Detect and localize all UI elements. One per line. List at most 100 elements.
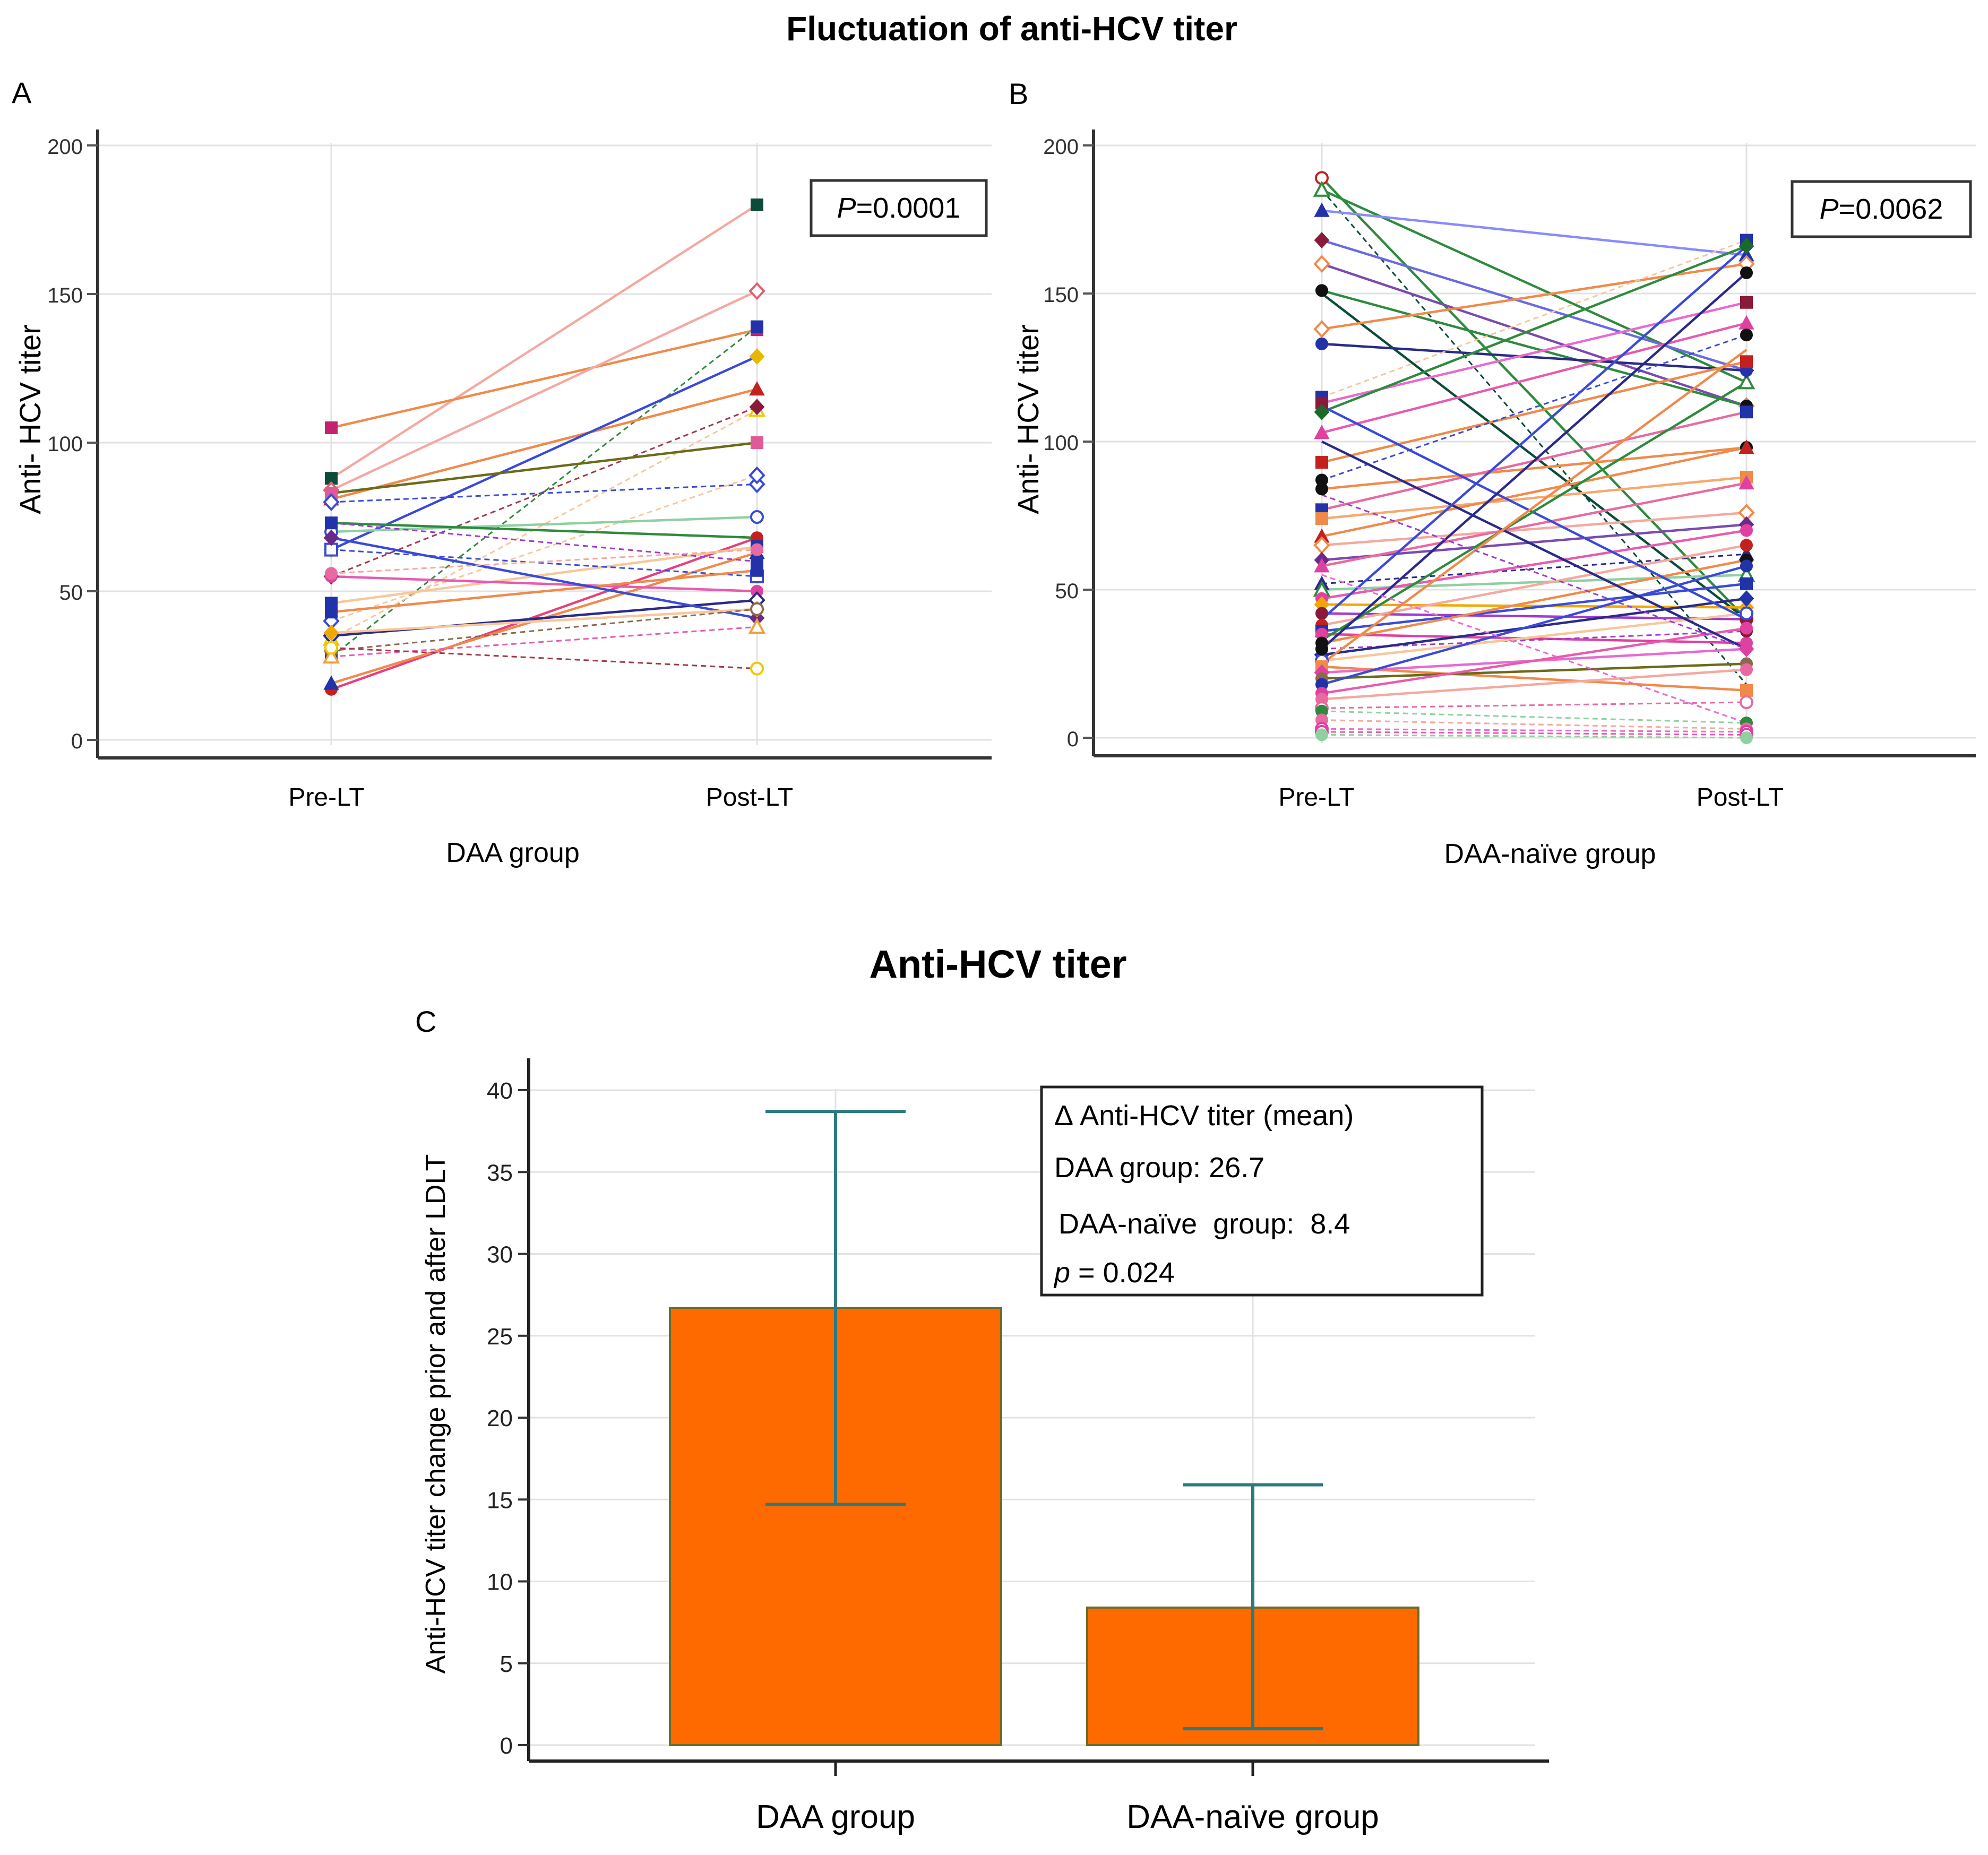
panel-a-p-value: =0.0001 [856, 192, 961, 224]
series-point-post-2 [748, 282, 765, 300]
series-line-24 [331, 626, 758, 658]
series-line-11 [331, 515, 758, 533]
series-point-post-29 [1740, 577, 1753, 590]
svg-text:P=0.0001: P=0.0001 [837, 192, 961, 224]
series-line-13 [331, 537, 758, 691]
series-point-post-14 [1740, 355, 1753, 368]
series-line-9 [1321, 342, 1747, 372]
y-tick-label: 200 [47, 135, 83, 159]
series-line-5 [1321, 263, 1747, 408]
series-line-20 [1321, 511, 1747, 547]
series-point-post-17 [1740, 405, 1753, 419]
panel-c-ylabel: Anti-HCV titer change prior and after LD… [420, 1154, 451, 1674]
series-point-post-3 [751, 320, 763, 333]
series-point-post-22 [1739, 475, 1754, 490]
y-tick-label: 150 [47, 284, 83, 307]
series-point-post-35 [1740, 684, 1753, 697]
y-tick-label: 100 [47, 433, 83, 456]
series-line-25 [331, 646, 758, 670]
series-point-post-12 [1739, 238, 1754, 255]
series-point-pre-22 [323, 624, 339, 641]
series-line-10 [331, 474, 758, 622]
series-line-33 [1321, 597, 1747, 656]
series-point-pre-24 [322, 648, 340, 664]
series-point-pre-22 [1314, 558, 1330, 573]
series-point-pre-8 [1313, 320, 1330, 338]
panel-a-chart: 0 50 100 150 200 Pre-LT Post-LT DAA group An… [13, 130, 992, 868]
series-point-post-15 [1740, 329, 1753, 342]
y-tick-label: 200 [1043, 135, 1079, 159]
panel-label-b: B [1009, 77, 1028, 110]
y-tick-label: 0 [1067, 728, 1079, 751]
legend-p-symbol: p [1053, 1257, 1070, 1289]
series-line-47 [1321, 405, 1748, 620]
y-tick-label: 25 [487, 1324, 513, 1350]
series-line-37 [1321, 662, 1747, 680]
series-line-14 [1321, 360, 1747, 464]
series-line-22 [1321, 481, 1747, 567]
series-line-50 [1321, 381, 1748, 641]
series-line-19 [331, 569, 758, 614]
series-line-21 [1321, 523, 1747, 562]
panel-b-p-value-box: P=0.0062 [1791, 180, 1972, 238]
panel-b-chart: 0 50 100 150 200 Pre-LT Post-LT DAA-naïve gr… [1011, 130, 1976, 869]
series-line-10 [1321, 239, 1747, 398]
series-point-pre-6 [1315, 284, 1328, 297]
series-point-post-46 [1740, 731, 1753, 744]
series-point-post-34 [1740, 606, 1753, 620]
figure-title-top: Fluctuation of anti-HCV titer [786, 10, 1237, 48]
series-point-pre-13 [1314, 425, 1330, 439]
series-point-pre-51 [1315, 642, 1328, 655]
series-line-0 [1321, 177, 1748, 620]
series-line-34 [1321, 612, 1747, 662]
series-line-13 [1321, 322, 1747, 434]
series-point-pre-25 [324, 641, 338, 655]
series-line-39 [1321, 627, 1747, 695]
legend-line-title: Δ Anti-HCV titer (mean) [1054, 1100, 1354, 1132]
panel-c-xtick-naive: DAA-naïve group [1126, 1799, 1379, 1835]
series-line-23 [331, 608, 758, 652]
panel-a-ylabel: Anti- HCV titer [13, 324, 47, 514]
panel-a-grid [98, 143, 992, 745]
series-line-4 [1321, 239, 1747, 372]
series-line-54 [1321, 574, 1747, 724]
series-line-16 [1321, 446, 1747, 490]
svg-text:P=0.0062: P=0.0062 [1820, 193, 1943, 225]
series-line-12 [331, 521, 758, 539]
series-point-pre-16 [325, 516, 338, 530]
series-point-post-38 [1740, 559, 1753, 573]
series-line-3 [1321, 209, 1747, 256]
series-point-post-40 [1740, 663, 1753, 676]
panel-a-xtick-post: Post-LT [706, 783, 793, 812]
series-line-4 [331, 388, 758, 501]
series-line-48 [1321, 440, 1747, 650]
panel-b-xtick-pre: Pre-LT [1278, 783, 1354, 812]
panel-label-c: C [415, 1005, 436, 1038]
series-line-17 [331, 549, 758, 577]
series-line-2 [1321, 189, 1748, 685]
series-line-44 [1321, 728, 1747, 733]
series-line-9 [331, 483, 758, 503]
panel-c-xtick-daa: DAA group [756, 1799, 915, 1835]
figure-title-bottom: Anti-HCV titer [869, 942, 1126, 986]
series-line-1 [331, 329, 758, 429]
series-point-post-7 [749, 399, 765, 416]
series-line-11 [1321, 301, 1747, 404]
series-line-8 [331, 441, 758, 495]
series-line-26 [331, 549, 758, 574]
series-point-pre-46 [1315, 728, 1328, 741]
series-point-post-0 [751, 199, 763, 211]
series-point-post-19 [1739, 439, 1754, 454]
series-line-35 [1321, 665, 1747, 692]
y-tick-label: 50 [1055, 580, 1079, 603]
series-point-post-41 [1740, 695, 1753, 710]
y-tick-label: 100 [1043, 432, 1079, 455]
panel-a-xlabel: DAA group [446, 838, 580, 868]
series-point-pre-27 [1315, 607, 1328, 620]
panel-c-y-ticks: 0 5 10 15 20 25 30 35 40 [487, 1078, 1254, 1776]
panel-a-series [322, 199, 766, 696]
series-line-49 [1321, 245, 1748, 620]
y-tick-label: 5 [500, 1651, 513, 1677]
series-line-43 [1321, 719, 1747, 730]
